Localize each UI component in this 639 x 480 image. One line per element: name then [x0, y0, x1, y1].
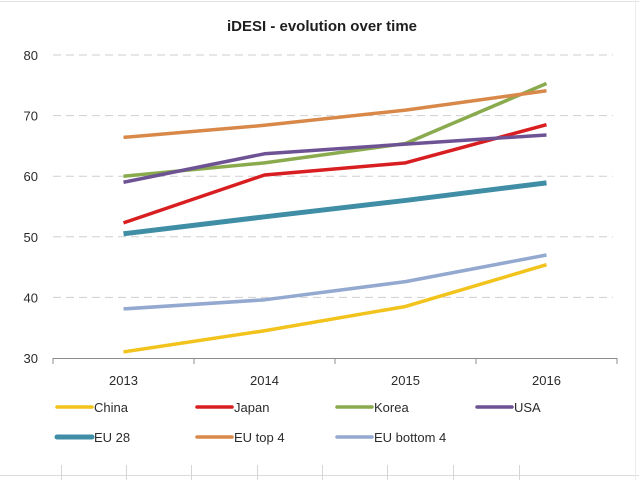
chart-title: iDESI - evolution over time — [227, 18, 417, 35]
series-line — [123, 253, 547, 311]
legend-item: EU 28 — [54, 430, 130, 445]
legend-item: EU top 4 — [195, 430, 285, 445]
series-usa — [123, 133, 547, 184]
series-line — [123, 89, 547, 140]
series-lines — [122, 81, 548, 354]
series-line — [123, 262, 547, 354]
y-tick-label: 50 — [24, 230, 38, 245]
x-tick-label: 2014 — [250, 373, 279, 388]
series-line — [123, 81, 548, 178]
y-tick-label: 70 — [24, 109, 38, 124]
y-tick-label: 40 — [24, 290, 38, 305]
y-axis: 30 40 50 60 70 80 — [24, 48, 38, 366]
y-tick-label: 80 — [24, 48, 38, 63]
x-axis: 2013 2014 2015 2016 — [52, 358, 618, 388]
legend-item: China — [55, 400, 129, 415]
legend-label: Japan — [234, 400, 269, 415]
y-tick-label: 60 — [24, 169, 38, 184]
legend-label: USA — [514, 400, 541, 415]
legend-label: EU top 4 — [234, 430, 285, 445]
legend-item: EU bottom 4 — [335, 430, 446, 445]
series-eu-bottom-4 — [123, 253, 547, 311]
legend: China Japan Korea USA EU 28 EU top 4 EU bottom… — [54, 400, 541, 445]
series-eu-28 — [123, 180, 547, 237]
series-line — [123, 180, 547, 237]
series-japan — [122, 123, 547, 225]
legend-item: Japan — [195, 400, 269, 415]
legend-item: USA — [475, 400, 541, 415]
x-tick-label: 2013 — [109, 373, 138, 388]
series-line — [122, 123, 547, 225]
legend-label: EU 28 — [94, 430, 130, 445]
series-korea — [123, 81, 548, 178]
x-tick-label: 2016 — [532, 373, 561, 388]
legend-label: China — [94, 400, 129, 415]
series-china — [123, 262, 547, 354]
legend-label: EU bottom 4 — [374, 430, 446, 445]
series-eu-top-4 — [123, 89, 547, 140]
legend-item: Korea — [335, 400, 409, 415]
series-line — [123, 133, 547, 184]
legend-label: Korea — [374, 400, 409, 415]
y-tick-label: 30 — [24, 351, 38, 366]
x-tick-label: 2015 — [391, 373, 420, 388]
